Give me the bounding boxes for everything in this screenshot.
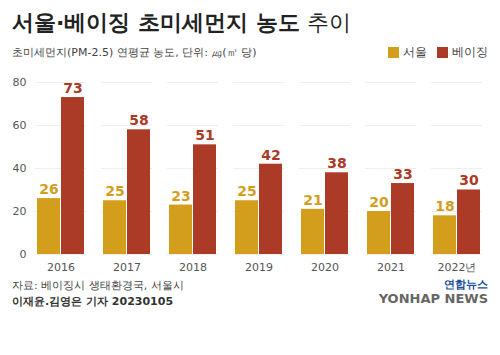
svg-text:26: 26 xyxy=(39,181,58,197)
svg-text:25: 25 xyxy=(105,183,124,199)
html-text:이재윤.김영은 기자 20230105: 이재윤.김영은 기자 20230105 xyxy=(12,295,174,308)
svg-text:42: 42 xyxy=(261,147,280,163)
html-text:YONHAP NEWS: YONHAP NEWS xyxy=(378,291,488,306)
html-text:연합뉴스: 연합뉴스 xyxy=(444,278,488,291)
html-text:서울: 서울 xyxy=(403,44,427,59)
svg-text:2016: 2016 xyxy=(47,261,75,274)
html-text:초미세먼지(PM-2.5) 연평균 농도, 단위: ㎍(㎥: 초미세먼지(PM-2.5) 연평균 농도, 단위: ㎍(㎥ 당) xyxy=(12,45,257,59)
html-text:서울·베이징 초미세먼지 농도추이: 서울·베이징 초미세먼지 농도추이 xyxy=(12,10,352,35)
svg-text:2019: 2019 xyxy=(245,261,273,274)
svg-text:40: 40 xyxy=(13,162,27,175)
svg-text:23: 23 xyxy=(171,188,190,204)
svg-text:60: 60 xyxy=(13,119,27,132)
svg-text:21: 21 xyxy=(303,192,322,208)
svg-text:2020: 2020 xyxy=(311,261,339,274)
svg-text:80: 80 xyxy=(13,76,27,89)
svg-text:20: 20 xyxy=(369,194,389,210)
svg-text:38: 38 xyxy=(327,155,346,171)
html-text:자료: 베이징시 생태환경국, 서울시: 자료: 베이징시 생태환경국, 서울시 xyxy=(12,279,184,292)
svg-text:18: 18 xyxy=(435,198,454,214)
svg-text:0: 0 xyxy=(20,248,27,261)
svg-text:2022년: 2022년 xyxy=(438,261,477,274)
svg-text:58: 58 xyxy=(129,112,148,128)
svg-text:30: 30 xyxy=(459,172,479,188)
svg-text:20: 20 xyxy=(13,205,27,218)
svg-text:2018: 2018 xyxy=(179,261,207,274)
svg-text:25: 25 xyxy=(237,183,256,199)
svg-text:73: 73 xyxy=(63,80,82,96)
svg-text:2021: 2021 xyxy=(377,261,405,274)
svg-text:33: 33 xyxy=(393,166,412,182)
svg-text:51: 51 xyxy=(195,127,214,143)
html-text:베이징: 베이징 xyxy=(452,44,488,59)
svg-text:2017: 2017 xyxy=(113,261,141,274)
